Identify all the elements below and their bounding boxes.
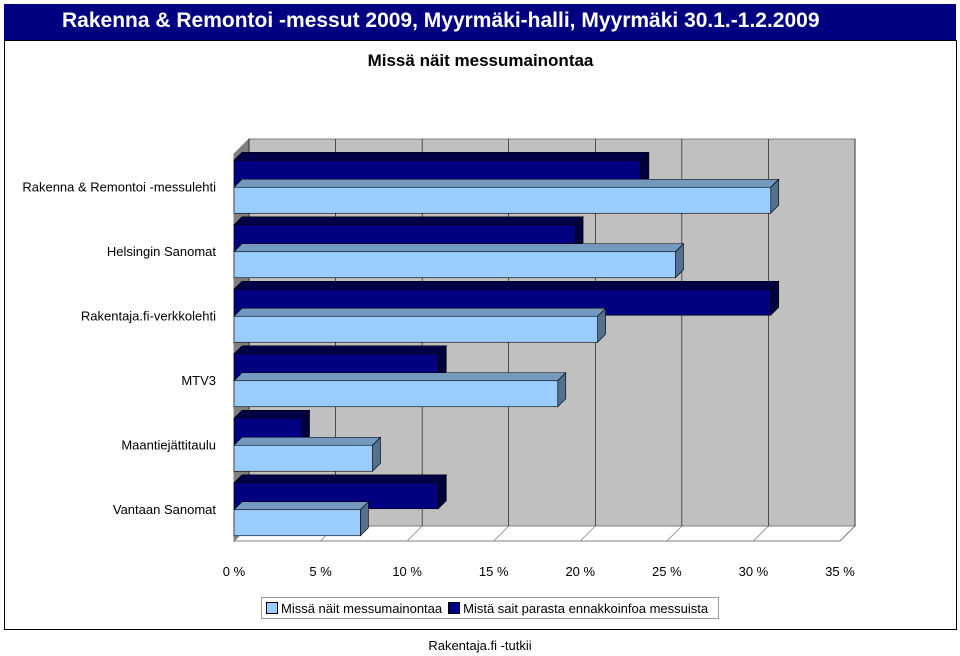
bar-chart: 0 % 5 % 10 % 15 % 20 % 25 % 30 % 35 % Rakenna & … [22, 137, 857, 579]
category-label-4: Maantiejättitaulu [121, 437, 216, 452]
bar-series2-5-top [233, 474, 448, 484]
bar-series1-4-top [233, 436, 382, 446]
x-tick-label-1: 5 % [309, 564, 332, 579]
bar-series1-0 [233, 186, 772, 214]
category-label-2: Rakentaja.fi-verkkolehti [81, 308, 216, 323]
x-tick-label-5: 25 % [652, 564, 682, 579]
floor-gridline-6 [753, 525, 769, 542]
header-bar: Rakenna & Remontoi -messut 2009, Myyrmäk… [4, 4, 956, 40]
legend-item-series1: Missä näit messumainontaa [266, 601, 442, 616]
category-label-5: Vantaan Sanomat [113, 502, 216, 517]
floor-gridline-7 [839, 525, 856, 542]
source-footer: Rakentaja.fi -tutkii [428, 638, 532, 653]
legend-item-series2: Mistä sait parasta ennakkoinfoa messuist… [448, 601, 708, 616]
bar-series1-2-top [233, 307, 607, 317]
chart-frame: Missä näit messumainontaa 0 % 5 % 10 % 15 %… [4, 40, 957, 630]
category-label-3: MTV3 [181, 373, 216, 388]
bar-series1-3 [233, 380, 559, 408]
bar-series1-5 [233, 509, 361, 537]
x-tick-label-3: 15 % [479, 564, 509, 579]
legend-label-series2: Mistä sait parasta ennakkoinfoa messuist… [463, 600, 709, 616]
bar-series1-0-top [233, 178, 780, 188]
floor-gridline-3 [493, 525, 509, 542]
x-tick-label-0: 0 % [223, 564, 246, 579]
bar-series2-3-top [233, 345, 448, 355]
chart-title: Missä näit messumainontaa [367, 51, 594, 70]
x-tick-label-2: 10 % [392, 564, 422, 579]
legend-swatch-series1 [266, 602, 278, 614]
bar-series1-2 [233, 315, 598, 343]
x-tick-label-7: 35 % [825, 564, 855, 579]
floor-gridline-4 [580, 525, 596, 542]
bar-series1-1 [233, 251, 676, 279]
bar-series2-2-top [233, 280, 780, 290]
bar-series2-4-top [233, 409, 311, 419]
legend-label-series1: Missä näit messumainontaa [281, 600, 443, 616]
page-title: Rakenna & Remontoi -messut 2009, Myyrmäk… [62, 9, 820, 32]
legend-swatch-series2 [448, 602, 461, 614]
x-tick-label-6: 30 % [739, 564, 769, 579]
x-tick-label-4: 20 % [565, 564, 595, 579]
bar-series2-0-top [233, 151, 650, 161]
bar-series1-4 [233, 444, 373, 472]
category-label-0: Rakenna & Remontoi -messulehti [22, 179, 216, 194]
floor-gridline-5 [666, 525, 683, 542]
floor-gridline-2 [406, 525, 423, 542]
category-label-1: Helsingin Sanomat [107, 244, 217, 259]
bar-series1-5-top [233, 501, 370, 511]
legend: Missä näit messumainontaa Mistä sait par… [261, 597, 720, 619]
bar-series2-1-top [233, 216, 584, 226]
bar-series1-1-top [233, 243, 685, 253]
bar-series1-3-top [233, 372, 567, 382]
